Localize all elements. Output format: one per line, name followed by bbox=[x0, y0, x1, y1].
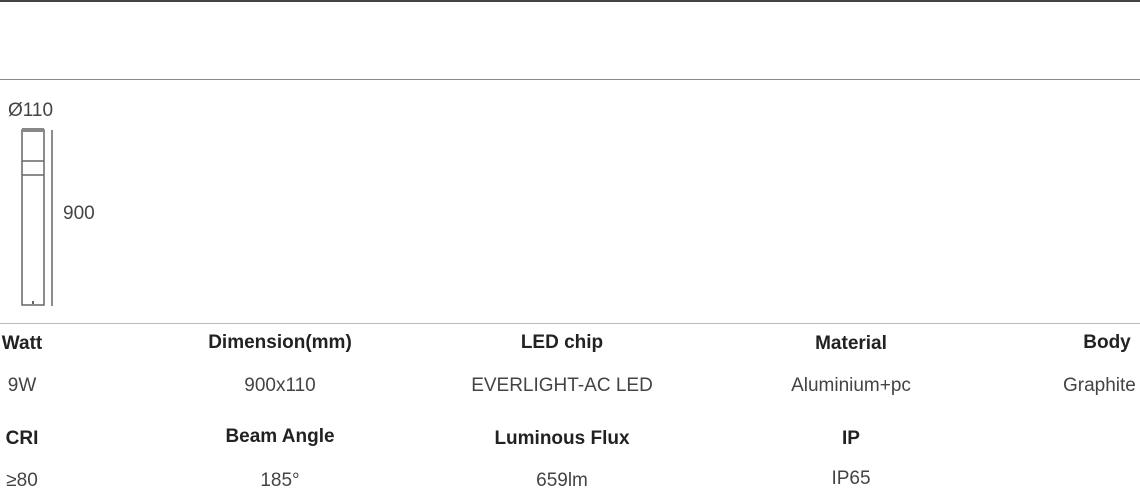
specs-divider bbox=[0, 323, 1140, 324]
spec-label-watt: Watt bbox=[1, 333, 43, 354]
spec-label-luminous-flux: Luminous Flux bbox=[494, 428, 630, 449]
spec-value-led-chip: EVERLIGHT-AC LED bbox=[471, 375, 653, 396]
diameter-label: Ø110 bbox=[8, 100, 54, 121]
spec-value-dimension: 900x110 bbox=[244, 375, 316, 396]
spec-label-dimension: Dimension(mm) bbox=[208, 332, 352, 353]
spec-value-beam-angle: 185° bbox=[260, 470, 300, 491]
spec-value-luminous-flux: 659lm bbox=[536, 470, 588, 491]
spec-label-beam-angle: Beam Angle bbox=[225, 426, 335, 447]
spec-value-ip: IP65 bbox=[831, 468, 871, 489]
spec-value-body: Graphite bbox=[1063, 375, 1136, 396]
spec-label-ip: IP bbox=[842, 428, 860, 449]
spec-value-watt: 9W bbox=[7, 375, 37, 396]
height-label: 900 bbox=[63, 203, 95, 224]
spec-label-body: Body bbox=[1083, 332, 1131, 353]
top-border bbox=[0, 0, 1140, 2]
spec-value-material: Aluminium+pc bbox=[791, 375, 911, 396]
spec-label-material: Material bbox=[815, 333, 887, 354]
header-divider bbox=[0, 79, 1140, 80]
spec-value-cri: ≥80 bbox=[6, 470, 38, 491]
spec-label-cri: CRI bbox=[5, 428, 39, 449]
spec-label-led-chip: LED chip bbox=[520, 332, 604, 353]
bollard-outline-drawing bbox=[21, 128, 53, 306]
